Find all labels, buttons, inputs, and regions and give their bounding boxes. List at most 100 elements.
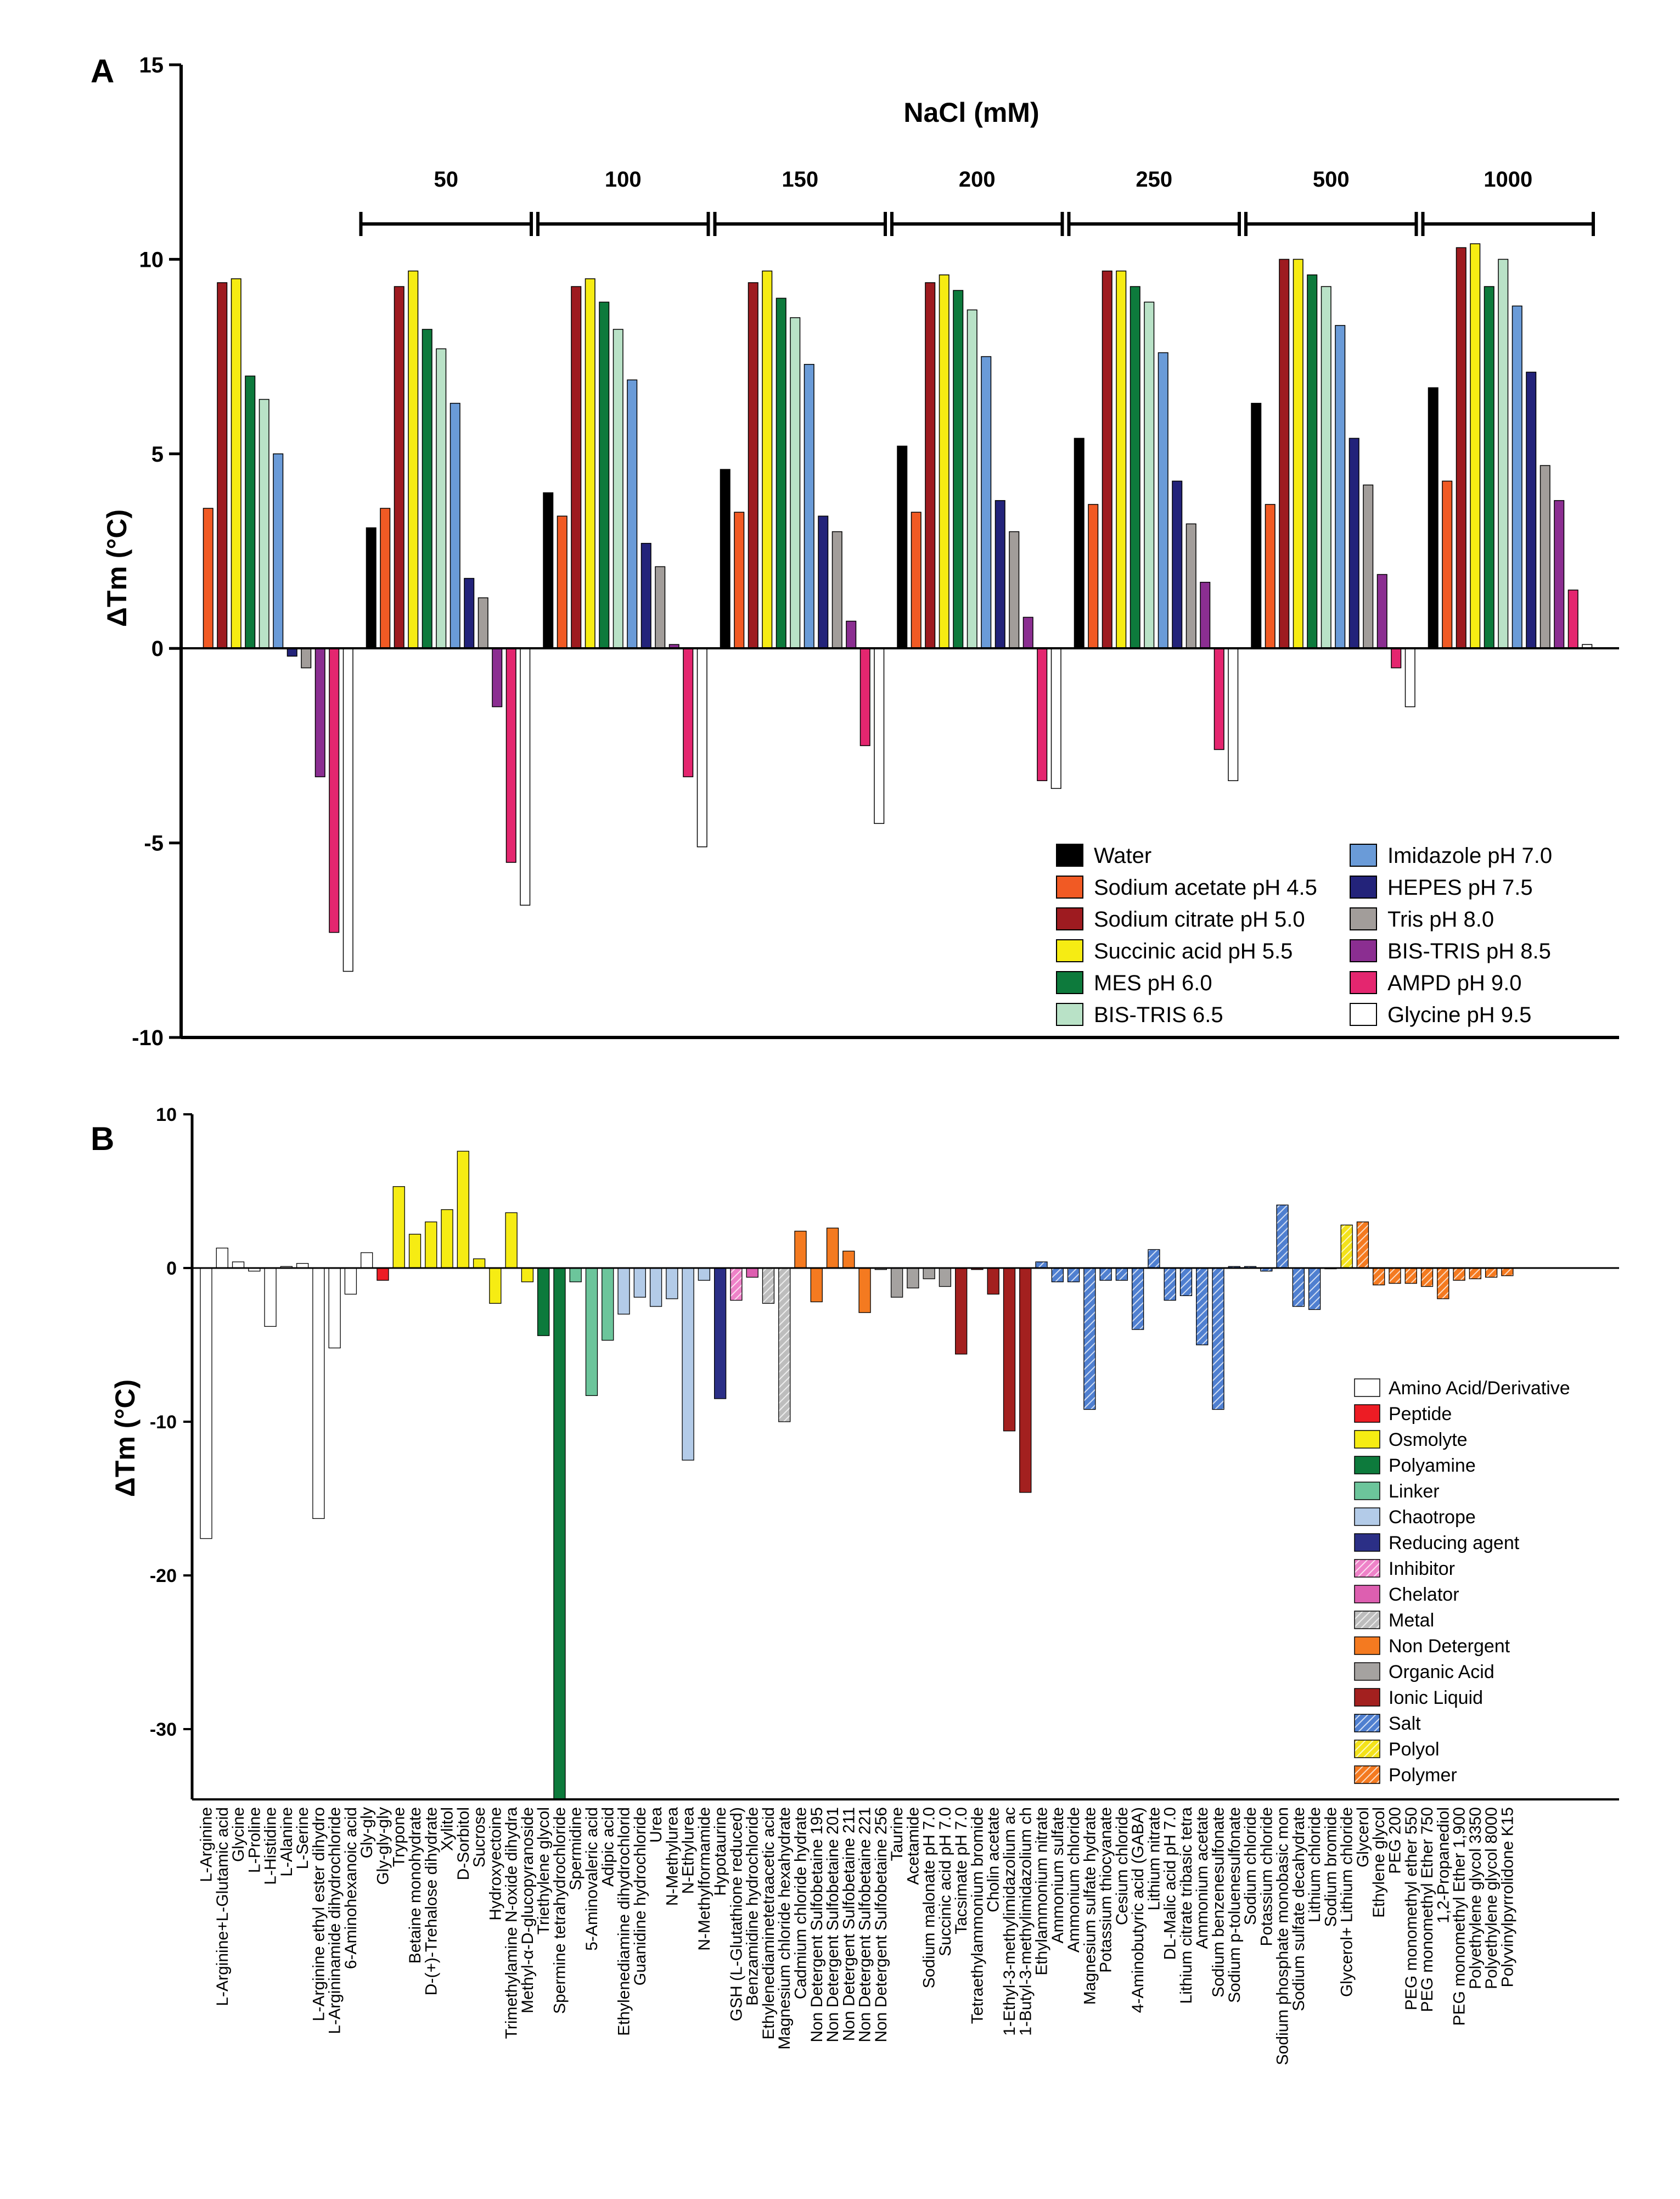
panel-b-legend-label-chaotrope: Chaotrope <box>1389 1507 1476 1528</box>
panel-b-legend-swatch-non-detergent <box>1354 1636 1380 1655</box>
panel-b-legend-label-salt: Salt <box>1389 1713 1421 1734</box>
panel-a-bar-sodium-citrate-ph-5-0-0 <box>217 282 228 649</box>
panel-a-bar-succinic-acid-ph-5-5-1000 <box>1470 243 1481 649</box>
panel-a-bar-bis-tris-6-5-50 <box>436 348 447 649</box>
panel-b-category-label: L-Argininamide dihydrochloride <box>326 1807 344 2034</box>
panel-b-bar-dl-malic-acid-ph-7-0 <box>1164 1267 1176 1301</box>
panel-a-legend-swatch-water <box>1056 844 1083 867</box>
panel-a-bar-ampd-ph-9-0-100 <box>683 648 694 777</box>
panel-b-bar-peg-monomethyl-ether-750 <box>1420 1267 1434 1287</box>
panel-a-bar-water-1000 <box>1428 387 1439 649</box>
panel-b-bar-ammonium-sulfate <box>1051 1267 1064 1282</box>
panel-a-bar-succinic-acid-ph-5-5-200 <box>939 274 949 649</box>
panel-b-category-label: Ammonium sulfate <box>1049 1807 1067 1943</box>
panel-b-bar-gly-gly-gly <box>377 1267 389 1281</box>
panel-a-legend-swatch-sodium-citrate-ph-5-0 <box>1056 907 1083 930</box>
panel-a-bar-sodium-citrate-ph-5-0-50 <box>394 286 404 649</box>
panel-b-category-label: Gly-gly <box>358 1807 376 1858</box>
panel-b-bar-ammonium-acetate <box>1196 1267 1209 1345</box>
panel-a-bar-succinic-acid-ph-5-5-500 <box>1293 259 1303 649</box>
panel-a-bar-glycine-ph-9-5-200 <box>1050 648 1061 789</box>
panel-b-legend-swatch-metal <box>1354 1611 1380 1629</box>
panel-b-bar-succinic-acid-ph-7-0 <box>939 1267 952 1287</box>
panel-a-bar-glycine-ph-9-5-150 <box>874 648 885 824</box>
panel-b-bar-n-methylurea <box>666 1267 678 1299</box>
panel-b-bar-glycerol <box>1356 1221 1369 1269</box>
panel-a-group-label-100: 100 <box>605 167 642 192</box>
panel-a-bar-ampd-ph-9-0-0 <box>329 648 340 933</box>
panel-b-bar-6-aminohexanoic-acid <box>344 1267 357 1295</box>
panel-a-y-ticks: 15 10 5 0 -5 -10 <box>132 53 181 1050</box>
panel-b-category-label: Potassium chloride <box>1257 1807 1276 1946</box>
panel-a-legend-swatch-succinic-acid-ph-5-5 <box>1056 939 1083 962</box>
panel-b-legend-label-amino-acid-derivative: Amino Acid/Derivative <box>1389 1378 1570 1399</box>
panel-a-bar-sodium-citrate-ph-5-0-100 <box>571 286 582 649</box>
panel-b-bar-xylitol <box>441 1209 453 1269</box>
panel-b-y-tick-label: 10 <box>156 1104 177 1125</box>
panel-b-bar-non-detergent-sulfobetaine-195 <box>810 1267 823 1303</box>
panel-b-bar-acetamide <box>907 1267 919 1289</box>
panel-b-category-label: Cesium chloride <box>1113 1807 1131 1925</box>
panel-a-legend-swatch-sodium-acetate-ph-4-5 <box>1056 876 1083 899</box>
panel-a-bar-ampd-ph-9-0-500 <box>1391 648 1402 669</box>
panel-b-category-label: Magnesium sulfate hydrate <box>1081 1807 1099 2005</box>
panel-b-bar-sodium-malonate-ph-7-0 <box>923 1267 935 1280</box>
panel-b-legend-label-chelator: Chelator <box>1389 1584 1459 1605</box>
panel-b-bar-d-sorbitol <box>457 1151 469 1269</box>
panel-a-group-label-250: 250 <box>1136 167 1172 192</box>
panel-b-legend-label-metal: Metal <box>1389 1610 1434 1631</box>
panel-b-bar-glycine <box>232 1261 245 1269</box>
panel-b-legend-swatch-linker <box>1354 1482 1380 1500</box>
panel-b-category-label: L-Serine <box>294 1807 312 1869</box>
panel-b-legend-swatch-ionic-liquid <box>1354 1688 1380 1707</box>
panel-b-legend-label-inhibitor: Inhibitor <box>1389 1558 1455 1579</box>
panel-a-bar-mes-ph-6-0-200 <box>953 290 964 649</box>
panel-a-legend-label-imidazole-ph-7-0: Imidazole pH 7.0 <box>1387 844 1552 868</box>
panel-a-bar-sodium-citrate-ph-5-0-150 <box>748 282 758 649</box>
panel-a-bar-bis-tris-ph-8-5-0 <box>314 648 325 777</box>
panel-b-category-label: Cholin acetate <box>985 1807 1003 1912</box>
panel-a-bar-tris-ph-8-0-50 <box>477 597 488 649</box>
panel-a-legend-label-bis-tris-6-5: BIS-TRIS 6.5 <box>1094 1003 1223 1027</box>
panel-a-group-brackets: 50 100 150 200 250 500 1000 <box>359 167 1595 236</box>
panel-b-legend-label-ionic-liquid: Ionic Liquid <box>1389 1687 1483 1708</box>
panel-b-bar-non-detergent-sulfobetaine-211 <box>842 1250 855 1269</box>
panel-a-legend-label-bis-tris-ph-8-5: BIS-TRIS pH 8.5 <box>1387 939 1551 963</box>
panel-a-legend-swatch-glycine-ph-9-5 <box>1350 1003 1377 1026</box>
panel-a-legend-swatch-bis-tris-ph-8-5 <box>1350 939 1377 962</box>
panel-b-category-label: Non Detergent Sulfobetaine 256 <box>872 1807 890 2043</box>
panel-b-category-label: Lithium citrate tribasic tetra <box>1177 1807 1195 2004</box>
panel-a-bar-hepes-ph-7-5-150 <box>818 515 829 649</box>
panel-b-legend-swatch-salt <box>1354 1714 1380 1732</box>
panel-b-category-label: Sodium chloride <box>1241 1807 1260 1925</box>
panel-b-bar-5-aminovaleric-acid <box>585 1267 598 1396</box>
panel-a-bar-water-200 <box>897 445 908 649</box>
panel-a-bar-succinic-acid-ph-5-5-250 <box>1116 270 1127 649</box>
panel-b-category-label: Trimethylamine N-oxide dihydra <box>503 1807 521 2039</box>
panel-a-y-axis-label: ΔTm (°C) <box>102 509 132 627</box>
panel-a-group-label-1000: 1000 <box>1484 167 1532 192</box>
panel-a-bar-bis-tris-6-5-500 <box>1321 286 1331 649</box>
panel-a-bars <box>203 243 1593 972</box>
panel-b-legend-label-polyamine: Polyamine <box>1389 1455 1476 1476</box>
panel-b-legend-swatch-polymer <box>1354 1765 1380 1784</box>
panel-b-legend-label-non-detergent: Non Detergent <box>1389 1636 1510 1657</box>
panel-a-bar-bis-tris-ph-8-5-1000 <box>1554 500 1565 649</box>
panel-b-bar-ethylene-glycol <box>1373 1267 1385 1286</box>
panel-b-y-ticks: 10 0 -10 -20 -30 <box>150 1104 192 1740</box>
panel-a-y-tick-label: -10 <box>132 1026 164 1050</box>
panel-b-category-label: Sodium phosphate monobasic mon <box>1274 1807 1292 2065</box>
panel-b-category-label: Non Detergent Sulfobetaine 221 <box>856 1807 874 2043</box>
panel-a-bar-hepes-ph-7-5-200 <box>994 500 1005 649</box>
panel-b-bar-magnesium-sulfate-hydrate <box>1083 1267 1096 1410</box>
panel-b-category-label: PEG monomethyl Ether 1,900 <box>1451 1807 1469 2026</box>
panel-b-category-label: 6-Aminohexanoic acid <box>342 1807 360 1969</box>
panel-a-legend-swatch-hepes-ph-7-5 <box>1350 876 1377 899</box>
panel-b-legend-swatch-chelator <box>1354 1585 1380 1603</box>
panel-a-bar-hepes-ph-7-5-0 <box>286 648 297 657</box>
panel-a-bar-mes-ph-6-0-50 <box>422 329 432 649</box>
panel-b-category-label: Guanidine hydrochloride <box>631 1807 649 1985</box>
